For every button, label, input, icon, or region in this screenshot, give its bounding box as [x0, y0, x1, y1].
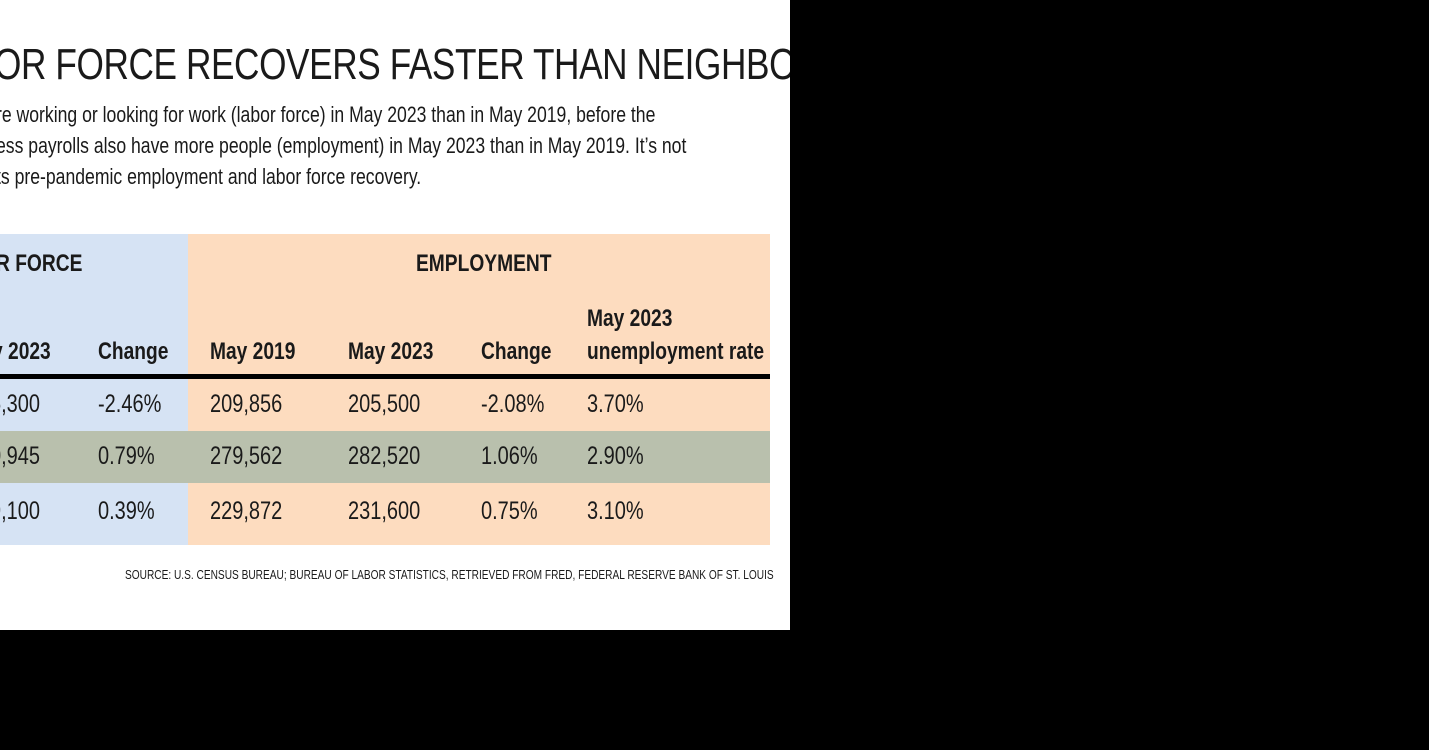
column-header: unemployment rate	[587, 338, 765, 365]
column-header: May 2023	[348, 338, 434, 365]
table-cell: 2.90%	[587, 442, 644, 470]
labor-force-background	[0, 234, 188, 545]
column-header: May 2023	[587, 305, 673, 332]
column-header: y 2023	[0, 338, 51, 365]
table-cell: 3.10%	[587, 497, 644, 525]
subtitle-line-2: ess payrolls also have more people (empl…	[0, 133, 687, 158]
subtitle-line-3: ts pre-pandemic employment and labor for…	[0, 164, 422, 189]
source-note: SOURCE: U.S. CENSUS BUREAU; BUREAU OF LA…	[125, 567, 774, 582]
group-header-labor-force: R FORCE	[0, 250, 83, 277]
table-cell: 9,100	[0, 497, 41, 525]
column-header: May 2019	[210, 338, 296, 365]
table-cell: 229,872	[210, 497, 283, 525]
table-cell: 5,300	[0, 390, 41, 418]
table-cell: 1.06%	[481, 442, 538, 470]
chart-title: OR FORCE RECOVERS FASTER THAN NEIGHBORS	[0, 40, 790, 89]
table-cell: 0,945	[0, 442, 41, 470]
table-cell: 0.79%	[98, 442, 155, 470]
table-cell: 0.75%	[481, 497, 538, 525]
table-cell: 279,562	[210, 442, 283, 470]
table-cell: -2.08%	[481, 390, 545, 418]
table-cell: 282,520	[348, 442, 421, 470]
column-header: Change	[481, 338, 552, 365]
table-cell: 205,500	[348, 390, 421, 418]
subtitle-line-1: re working or looking for work (labor fo…	[0, 102, 656, 127]
table-cell: 231,600	[348, 497, 421, 525]
table-cell: 0.39%	[98, 497, 155, 525]
highlighted-row-background	[0, 431, 770, 483]
infographic-panel: OR FORCE RECOVERS FASTER THAN NEIGHBORS …	[0, 0, 790, 630]
group-header-employment: EMPLOYMENT	[416, 250, 552, 277]
table-cell: 209,856	[210, 390, 283, 418]
table-cell: -2.46%	[98, 390, 162, 418]
header-rule	[0, 374, 770, 379]
column-header: Change	[98, 338, 169, 365]
employment-background	[188, 234, 770, 545]
table-cell: 3.70%	[587, 390, 644, 418]
